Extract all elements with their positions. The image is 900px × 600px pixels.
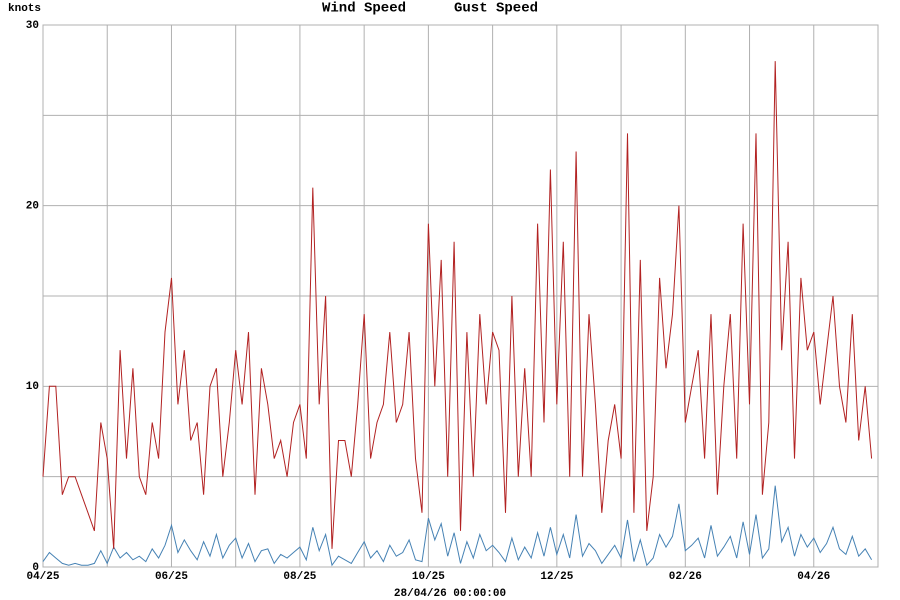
x-tick-label: 06/25 [155,571,188,583]
x-tick-label: 12/25 [540,571,573,583]
y-tick-label: 30 [26,20,39,32]
y-axis-label: knots [8,3,41,15]
legend-gust: Gust Speed [454,1,538,17]
x-tick-label: 08/25 [283,571,316,583]
x-tick-label: 10/25 [412,571,445,583]
y-tick-label: 0 [32,562,39,574]
x-tick-label: 04/26 [797,571,830,583]
series-line [42,61,873,549]
x-axis-label: 28/04/26 00:00:00 [394,588,506,600]
x-tick-label: 02/26 [669,571,702,583]
y-tick-label: 20 [26,201,39,213]
series-line [42,485,873,567]
x-tick-label: 04/25 [26,571,59,583]
legend-wind: Wind Speed [322,1,406,17]
y-tick-label: 10 [26,381,39,393]
